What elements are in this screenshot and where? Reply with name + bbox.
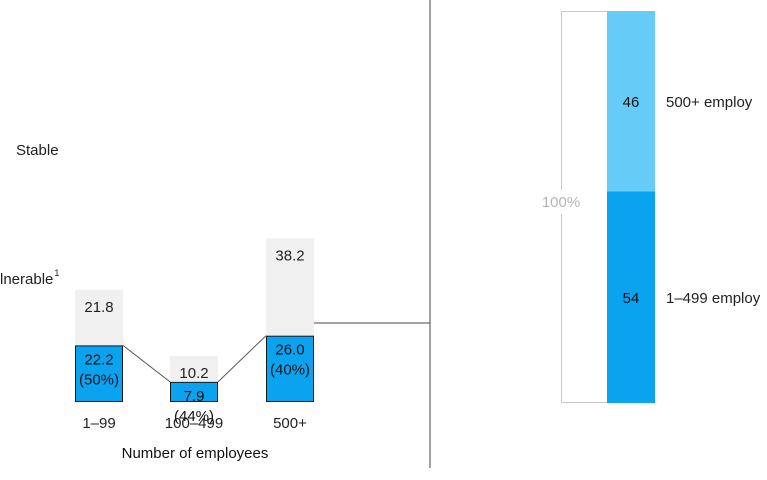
stable-bar [75, 289, 123, 346]
share-value-label: 54 [623, 290, 640, 307]
total-label-background [535, 190, 587, 214]
vulnerable-bar [170, 381, 218, 403]
vulnerable-share-label: (44%) [174, 408, 214, 425]
x-tick-label: 500+ [273, 415, 307, 432]
trend-connector-line [122, 344, 171, 383]
share-value-label: 46 [623, 94, 640, 111]
trend-connector-line [217, 335, 267, 383]
row-label-stable: Stable [16, 142, 59, 159]
x-tick-label: 1–99 [82, 415, 115, 432]
vulnerable-value-label: 22.2 [84, 351, 113, 368]
stable-bar [170, 355, 218, 382]
vulnerable-value-label: 7.9 [184, 388, 205, 405]
stable-value-label: 10.2 [179, 365, 208, 382]
stable-value-label: 38.2 [275, 247, 304, 264]
share-segment-bar [607, 191, 655, 403]
x-tick-label: 100–499 [165, 415, 223, 432]
stable-value-label: 21.8 [84, 299, 113, 316]
vulnerable-share-label: (40%) [270, 362, 310, 379]
share-segment-bar [607, 11, 655, 192]
row-label-footnote: 1 [54, 268, 59, 278]
share-segment-name: 1–499 employ [666, 290, 761, 307]
vulnerable-bar [266, 335, 314, 403]
share-segment-name: 500+ employ [666, 94, 753, 111]
vulnerable-bar [75, 345, 123, 403]
vulnerable-share-label: (50%) [79, 371, 119, 388]
stable-bar [266, 238, 314, 336]
total-percent-label: 100% [542, 194, 580, 211]
vulnerable-value-label: 26.0 [275, 342, 304, 359]
x-axis-title: Number of employees [122, 445, 269, 462]
row-label-vulnerable: lnerable [0, 271, 53, 288]
